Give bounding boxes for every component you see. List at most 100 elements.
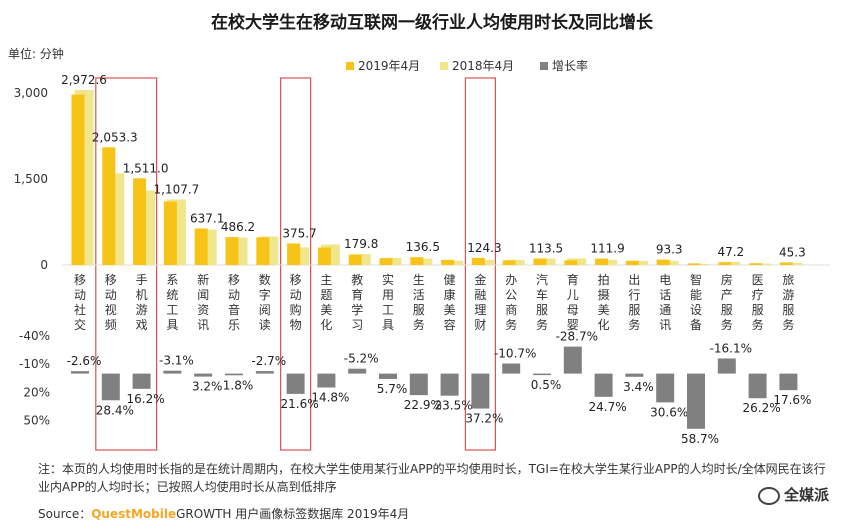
growth-bar (533, 373, 551, 376)
growth-bar (502, 363, 521, 374)
value-label: 1,107.7 (153, 182, 199, 196)
growth-label: 5.7% (377, 382, 408, 396)
growth-label: 26.2% (743, 401, 781, 415)
growth-bar (656, 373, 675, 403)
growth-bar (687, 373, 705, 429)
growth-label: -5.2% (344, 352, 379, 366)
bar-2019 (779, 262, 793, 265)
growth-label: -2.6% (67, 354, 102, 368)
bar-2019 (441, 259, 455, 265)
growth-label: 28.4% (96, 403, 134, 417)
value-label: 2,053.3 (92, 130, 138, 144)
growth-label: -10.7% (494, 347, 536, 361)
category-label: 出行服务 (628, 273, 640, 332)
growth-tick-label: -10% (19, 357, 50, 371)
bar-2019 (71, 94, 85, 266)
growth-tick-label: 20% (23, 385, 50, 399)
unit-label: 单位: 分钟 (8, 46, 64, 61)
category-label: 医疗服务 (752, 273, 764, 332)
growth-label: 3.4% (623, 380, 654, 394)
highlight-frame-1 (280, 77, 312, 451)
growth-axis: -40% -10% 20% 50% (19, 329, 50, 428)
highlight-frame-0 (95, 77, 158, 451)
growth-bar (563, 346, 582, 374)
growth-label: 30.6% (650, 405, 688, 419)
growth-bar (717, 358, 736, 374)
growth-label: 14.8% (311, 391, 349, 405)
growth-bar (594, 373, 613, 397)
bar-2019 (102, 147, 116, 265)
category-label: 生活服务 (413, 273, 425, 332)
category-label: 移动视频 (105, 273, 117, 332)
growth-bar (348, 368, 367, 374)
bar-2019 (718, 262, 732, 265)
category-label: 移动购物 (290, 273, 302, 332)
value-label: 111.9 (590, 242, 624, 256)
bar-2019 (163, 201, 177, 265)
category-label: 实用工具 (382, 272, 394, 332)
y-tick-label: 1,500 (14, 172, 48, 186)
category-label: 智能设备 (690, 272, 702, 332)
growth-label: 0.5% (531, 378, 562, 392)
value-label: 2,972.6 (61, 73, 107, 87)
value-label: 47.2 (717, 245, 744, 259)
value-label: 486.2 (221, 220, 255, 234)
bar-2019 (656, 259, 670, 265)
footnote: 注：本页的人均使用时长指的是在统计周期内，在校大学生使用某行业APP的平均使用时… (38, 462, 826, 494)
growth-label: 24.7% (589, 400, 627, 414)
growth-bar (225, 373, 243, 376)
category-labels: 移动社交 移动视频 手机游戏 系统工具 新闻资讯 移动音乐 数字阅读 移动购物 主题美化 教育学习… (74, 272, 794, 332)
bar-2019 (256, 237, 270, 265)
category-label: 育儿母婴 (567, 272, 579, 332)
category-label: 数字阅读 (259, 272, 271, 332)
category-label: 旅游服务 (782, 273, 794, 332)
watermark: 全媒派 (758, 484, 829, 505)
chart-title: 在校大学生在移动互联网一级行业人均使用时长及同比增长 (211, 12, 654, 33)
highlight-frame-2 (464, 77, 496, 451)
bar-2019 (687, 263, 701, 265)
growth-label: 3.2% (192, 380, 223, 394)
growth-bar (625, 373, 644, 377)
legend: 2019年4月 2018年4月 增长率 (346, 58, 588, 73)
category-label: 系统工具 (166, 273, 178, 332)
bar-2019 (379, 258, 393, 265)
value-label: 93.3 (656, 243, 683, 257)
growth-tick-label: -40% (19, 329, 50, 343)
y-tick-label: 0 (40, 258, 48, 272)
category-label: 移动音乐 (228, 273, 240, 332)
category-label: 手机游戏 (136, 273, 148, 332)
bar-2019 (749, 263, 763, 265)
bar-2019 (287, 243, 301, 265)
growth-bar (317, 373, 336, 388)
legend-swatch-0 (346, 62, 354, 70)
category-label: 移动社交 (74, 273, 86, 332)
growth-bar (101, 373, 120, 401)
growth-bar (163, 370, 182, 374)
bar-2019 (502, 260, 516, 265)
value-label: 637.1 (190, 211, 224, 225)
value-label: 113.5 (529, 241, 563, 255)
growth-label: 37.2% (465, 412, 503, 426)
bar-2019 (194, 228, 208, 265)
bar-2019 (133, 178, 147, 265)
legend-label-2: 增长率 (552, 58, 588, 73)
growth-label: -2.7% (251, 354, 286, 368)
y-tick-label: 3,000 (14, 86, 48, 100)
legend-label-0: 2019年4月 (358, 59, 420, 73)
chart: 在校大学生在移动互联网一级行业人均使用时长及同比增长 单位: 分钟 2019年4… (8, 12, 830, 451)
growth-label: 17.6% (773, 393, 811, 407)
growth-bars: -2.6% 28.4%16.2% -3.1% 3.2% 1.8% -2.7% 21.6%14… (67, 330, 812, 446)
source-rest: GROWTH 用户画像标签数据库 2019年4月 (176, 507, 410, 521)
category-label: 金融理财 (474, 272, 486, 332)
category-label: 教育学习 (351, 272, 363, 332)
growth-label: 23.5% (435, 399, 473, 413)
growth-bar (440, 373, 459, 396)
value-label: 375.7 (282, 226, 316, 240)
bar-2019 (225, 237, 239, 265)
bar-2019 (410, 257, 424, 265)
growth-bar (379, 373, 397, 379)
growth-bar (409, 373, 428, 396)
growth-label: -3.1% (159, 354, 194, 368)
growth-bar (748, 373, 767, 399)
